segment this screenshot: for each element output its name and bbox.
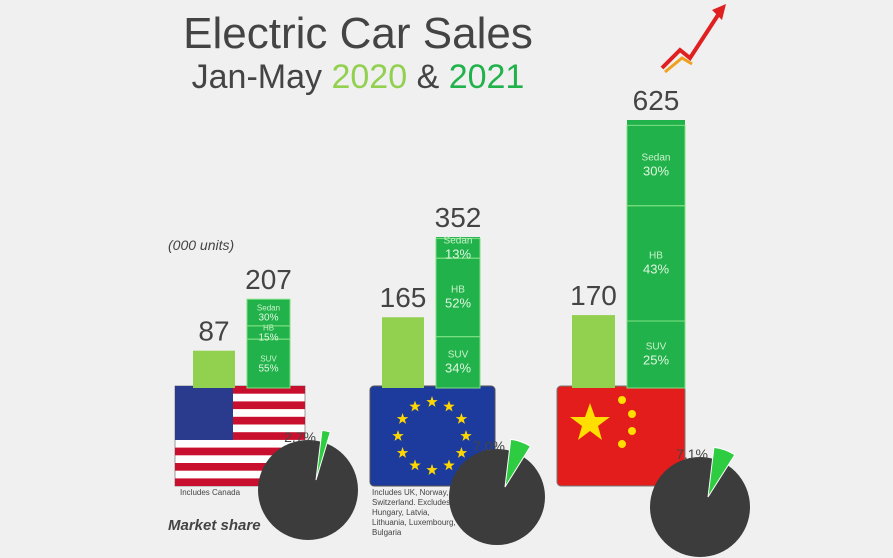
star bbox=[409, 400, 421, 412]
bar-label: 165 bbox=[380, 282, 427, 313]
joiner: & bbox=[417, 58, 440, 96]
star bbox=[392, 430, 404, 441]
segment bbox=[246, 298, 291, 327]
segment-value: 30% bbox=[643, 164, 669, 179]
share-label: 7.1% bbox=[676, 446, 708, 462]
star bbox=[460, 430, 472, 441]
note: Lithuania, Luxembourg, bbox=[372, 518, 456, 527]
segment-name: SUV bbox=[260, 355, 277, 364]
year-b: 2021 bbox=[449, 58, 525, 96]
flag-china bbox=[556, 385, 686, 487]
pie bbox=[650, 457, 750, 557]
segment-value: 30% bbox=[258, 313, 278, 324]
note: Bulgaria bbox=[372, 528, 402, 537]
bar-label: 170 bbox=[570, 280, 617, 311]
segment bbox=[435, 238, 481, 259]
segment-value: 13% bbox=[445, 246, 471, 261]
bar-label: 207 bbox=[245, 264, 292, 295]
share-label: 2.7% bbox=[284, 429, 316, 445]
segment-name: HB bbox=[263, 324, 274, 333]
segment-value: 55% bbox=[258, 364, 278, 375]
pie bbox=[449, 449, 545, 545]
star bbox=[443, 400, 455, 412]
pie-share bbox=[315, 429, 331, 481]
bar bbox=[382, 317, 424, 388]
bar-label: 87 bbox=[198, 316, 229, 347]
pie-share bbox=[707, 446, 736, 498]
segment-value: 52% bbox=[445, 295, 471, 310]
logo bbox=[660, 4, 726, 74]
period: Jan-May bbox=[192, 58, 322, 96]
segment-name: Sedan bbox=[257, 304, 280, 313]
bar bbox=[572, 315, 615, 388]
chart-subtitle: Jan-May 2020 & 2021 bbox=[192, 58, 525, 96]
segment-name: SUV bbox=[646, 342, 667, 353]
chart-title: Electric Car Sales bbox=[183, 9, 533, 58]
segment-name: HB bbox=[451, 284, 465, 295]
year-a: 2020 bbox=[331, 58, 407, 96]
star bbox=[409, 459, 421, 471]
segment-value: 34% bbox=[445, 360, 471, 375]
segment-name: SUV bbox=[448, 349, 469, 360]
segment-name: Sedan bbox=[444, 235, 473, 246]
bar bbox=[193, 350, 235, 388]
note: Includes Canada bbox=[180, 488, 241, 497]
star bbox=[455, 413, 468, 424]
segment-name: HB bbox=[649, 250, 663, 261]
bar-label: 352 bbox=[435, 202, 482, 233]
star bbox=[443, 459, 455, 471]
note: Includes UK, Norway, bbox=[372, 488, 448, 497]
unit-note: (000 units) bbox=[168, 237, 234, 253]
segment-name: Sedan bbox=[642, 153, 671, 164]
bar bbox=[247, 299, 290, 388]
bar bbox=[436, 237, 480, 388]
star bbox=[396, 447, 409, 458]
bar bbox=[627, 120, 685, 388]
segment bbox=[626, 124, 686, 207]
segment-value: 15% bbox=[258, 333, 278, 344]
star bbox=[426, 464, 438, 475]
market-share-label: Market share bbox=[168, 517, 261, 534]
flag-eu bbox=[369, 385, 496, 487]
star bbox=[426, 396, 438, 407]
segment-value: 25% bbox=[643, 353, 669, 368]
pie bbox=[258, 440, 358, 540]
share-label: 7.0% bbox=[473, 438, 505, 454]
star bbox=[396, 413, 409, 424]
pie-share bbox=[504, 438, 532, 488]
note: Hungary, Latvia, bbox=[372, 508, 430, 517]
star bbox=[455, 447, 468, 458]
segment-value: 43% bbox=[643, 261, 669, 276]
note: Switzerland. Excludes bbox=[372, 498, 450, 507]
bar-label: 625 bbox=[633, 85, 680, 116]
